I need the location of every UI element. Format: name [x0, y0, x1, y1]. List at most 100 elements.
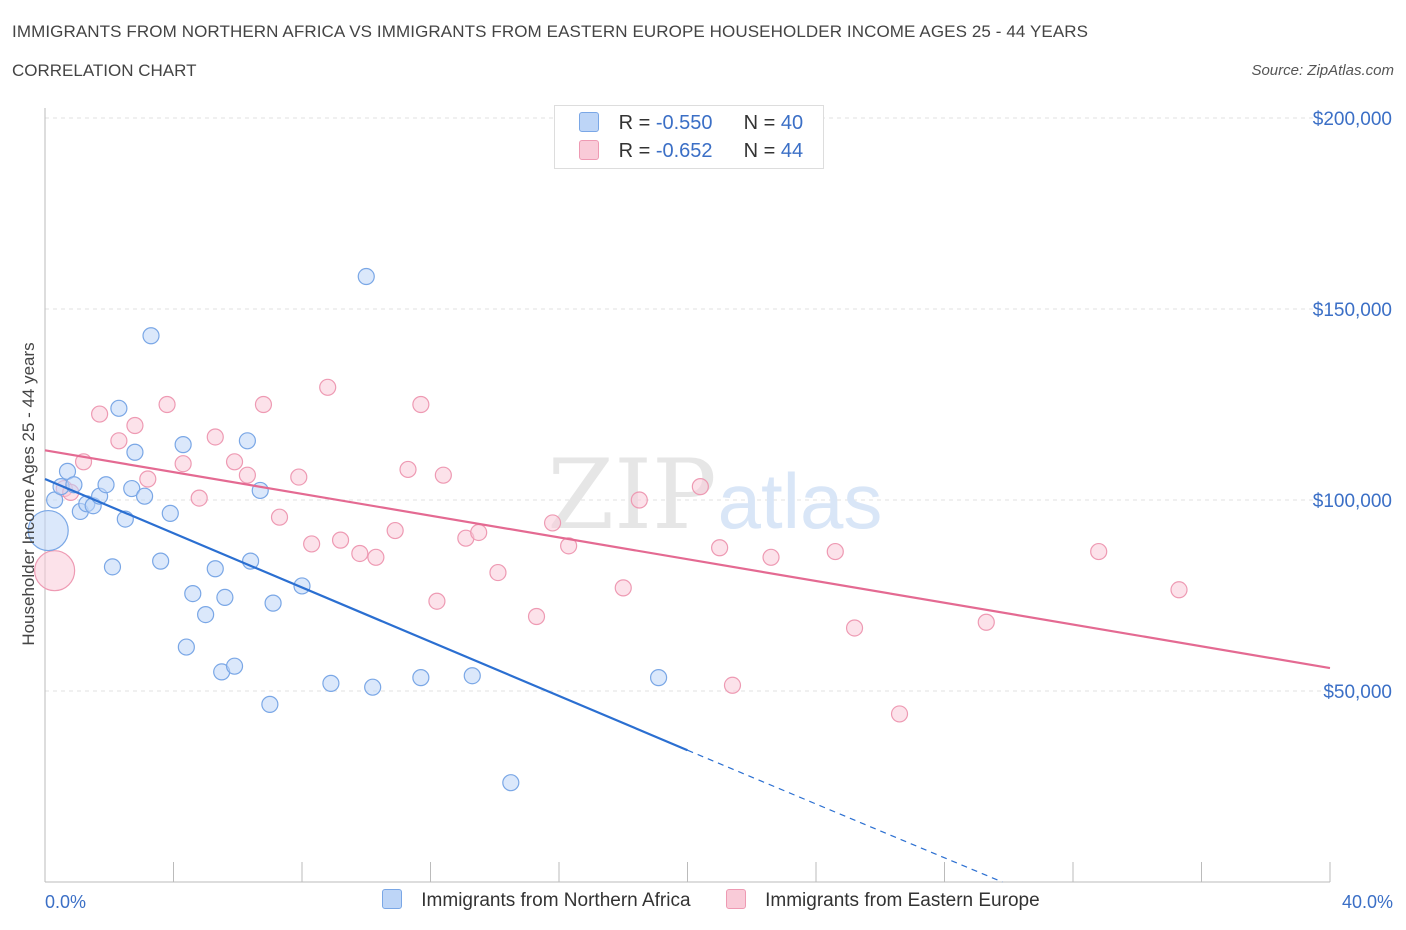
data-point [1170, 581, 1188, 599]
data-point [197, 605, 215, 624]
pink-swatch-icon [725, 889, 746, 909]
data-point [261, 695, 279, 713]
y-tick-label: $150,000 [1313, 300, 1392, 321]
data-point [826, 542, 844, 561]
legend-row-northern-africa: R = -0.550 N = 40 [579, 112, 803, 138]
data-point [254, 395, 273, 414]
data-point [489, 563, 507, 582]
data-point [270, 508, 289, 526]
x-tick-label: 0.0% [45, 892, 86, 912]
data-point [977, 613, 995, 631]
data-point [434, 466, 452, 484]
y-tick-label: $200,000 [1313, 109, 1392, 130]
data-point [331, 531, 350, 549]
data-point [1090, 542, 1108, 561]
r-label: R = [618, 112, 656, 134]
series-legend: Immigrants from Northern Africa Immigran… [382, 889, 1070, 912]
y-tick-label: $50,000 [1323, 682, 1392, 703]
chart-title: IMMIGRANTS FROM NORTHERN AFRICA VS IMMIG… [12, 22, 1089, 41]
svg-text:ZIP: ZIP [547, 439, 716, 551]
legend-item-northern-africa: Immigrants from Northern Africa [382, 889, 691, 912]
data-point [97, 476, 115, 494]
data-point [123, 479, 141, 498]
data-point [412, 395, 430, 414]
data-point [470, 523, 488, 542]
n-label: N = [743, 140, 781, 162]
blue-swatch-icon [382, 889, 402, 909]
data-point [428, 592, 446, 610]
data-point [34, 550, 76, 592]
data-point [139, 470, 157, 488]
data-point [142, 327, 160, 345]
blue-swatch-icon [579, 112, 599, 132]
zipatlas-watermark: ZIP atlas [547, 439, 882, 551]
data-point [110, 399, 128, 417]
chart-subtitle: CORRELATION CHART [12, 61, 197, 80]
data-point [845, 619, 864, 637]
data-point [322, 674, 340, 692]
data-point [630, 491, 648, 509]
data-point [723, 676, 742, 694]
data-point [264, 594, 282, 612]
data-point [399, 460, 417, 479]
data-point [303, 535, 321, 553]
n-value: 44 [780, 140, 804, 162]
data-point [126, 443, 144, 461]
data-point [412, 669, 430, 687]
data-point [174, 455, 192, 473]
data-point [614, 579, 632, 597]
legend-label: Immigrants from Northern Africa [421, 890, 691, 911]
data-point [762, 548, 780, 566]
data-point [238, 432, 256, 450]
pink-swatch-icon [579, 140, 599, 160]
data-point [152, 552, 170, 570]
data-point [103, 558, 122, 576]
data-point [27, 509, 69, 552]
series-eastern-europe [34, 378, 1188, 723]
n-value: 40 [780, 112, 804, 134]
svg-text:atlas: atlas [718, 457, 883, 545]
data-point [177, 638, 195, 656]
data-point [206, 560, 224, 578]
data-point [711, 539, 729, 557]
data-point [135, 487, 154, 505]
data-point [290, 468, 308, 486]
grid-lines [45, 117, 1330, 692]
data-point [91, 405, 109, 423]
r-value: -0.652 [655, 140, 713, 162]
data-point [463, 667, 481, 685]
data-point [527, 607, 546, 626]
source-text: Source: ZipAtlas.com [1251, 62, 1394, 79]
data-point [161, 504, 179, 522]
trendline-northern-africa [44, 477, 688, 752]
data-point [890, 705, 909, 723]
data-point [351, 544, 369, 563]
data-point [110, 432, 128, 450]
axis-labels: $50,000 $100,000 $150,000 $200,000 0.0% 40.0%… [19, 109, 1393, 912]
data-point [560, 537, 578, 555]
data-point [225, 453, 244, 471]
n-label: N = [743, 112, 781, 134]
trendline-northern-africa-extension [687, 749, 1003, 883]
axes [44, 108, 1331, 883]
data-point [216, 588, 234, 607]
correlation-legend: R = -0.550 N = 40 R = -0.652 N = 44 [554, 105, 824, 169]
data-point [184, 584, 202, 603]
legend-label: Immigrants from Eastern Europe [765, 890, 1040, 911]
data-point [357, 267, 375, 286]
data-point [649, 669, 668, 687]
data-point [190, 489, 208, 507]
data-point [691, 478, 709, 496]
data-point [225, 657, 244, 675]
data-point [158, 395, 176, 414]
data-point [238, 466, 256, 484]
legend-item-eastern-europe: Immigrants from Eastern Europe [725, 889, 1040, 912]
trendlines [44, 449, 1331, 883]
r-value: -0.550 [655, 112, 713, 134]
r-label: R = [618, 140, 656, 162]
y-axis-label: Householder Income Ages 25 - 44 years [19, 342, 38, 645]
data-point [364, 678, 382, 696]
data-point [319, 378, 337, 396]
data-point [543, 514, 562, 532]
